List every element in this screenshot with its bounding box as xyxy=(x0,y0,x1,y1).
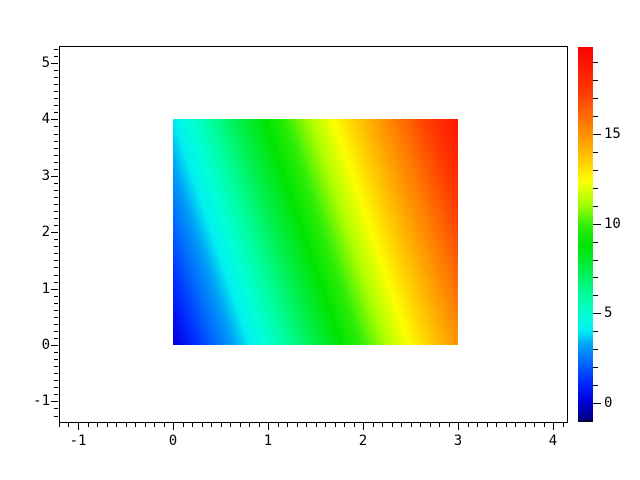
colorbar-tick-label: 15 xyxy=(604,126,621,142)
y-tick-label: 0 xyxy=(41,337,50,353)
x-tick-label: 4 xyxy=(548,433,558,449)
y-tick-label: 2 xyxy=(41,224,50,240)
plot-area-frame xyxy=(59,46,568,423)
colorbar-tick-label: 0 xyxy=(604,395,613,411)
x-tick-label: -1 xyxy=(69,433,87,449)
heatmap-image xyxy=(173,119,458,345)
x-tick-label: 3 xyxy=(453,433,463,449)
x-tick-label: 2 xyxy=(358,433,368,449)
x-tick-label: 1 xyxy=(263,433,273,449)
y-tick-label: 4 xyxy=(41,111,50,127)
y-tick-label: 5 xyxy=(41,55,50,71)
y-tick-label: 1 xyxy=(41,281,50,297)
colorbar-tick-label: 5 xyxy=(604,305,613,321)
colorbar xyxy=(578,47,593,422)
y-tick-label: 3 xyxy=(41,168,50,184)
colorbar-tick-label: 10 xyxy=(604,216,621,232)
x-tick-label: 0 xyxy=(168,433,178,449)
y-tick-label: -1 xyxy=(33,393,50,409)
